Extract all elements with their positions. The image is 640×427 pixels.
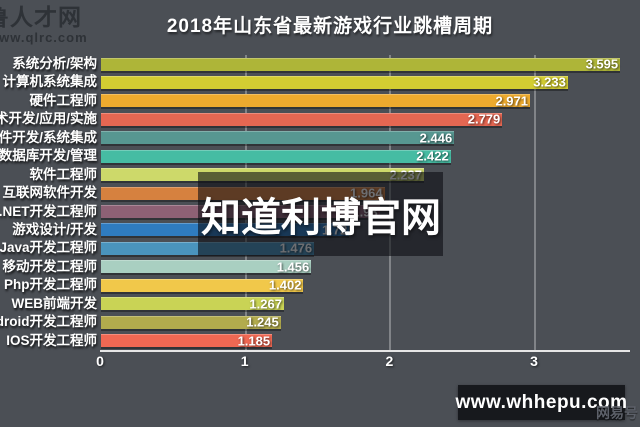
category-label: Java开发工程师 xyxy=(0,240,97,256)
bar: 3.233 xyxy=(101,74,568,90)
category-label: 计算机系统集成 xyxy=(2,74,98,90)
bar: 1.456 xyxy=(101,259,312,275)
bar-row: 3.595 xyxy=(101,56,622,72)
bar: 2.422 xyxy=(101,148,451,164)
footer-url: www.whhepu.com xyxy=(455,391,628,413)
bar-value: 1.402 xyxy=(268,277,302,293)
category-label: 游戏设计/开发 xyxy=(12,221,97,237)
bar-value: 2.779 xyxy=(467,111,501,127)
bar-row: 3.233 xyxy=(101,74,622,90)
chart-title: 2018年山东省最新游戏行业跳槽周期 xyxy=(166,16,494,37)
site-logo: 鲁人才网 www.qlrc.com xyxy=(0,4,88,45)
bar: 1.185 xyxy=(101,333,273,349)
bar: 3.595 xyxy=(101,56,621,72)
bar-row: 2.422 xyxy=(101,148,622,164)
bar-value: 3.595 xyxy=(585,56,619,72)
bar: 2.779 xyxy=(101,111,503,127)
category-label: ndroid开发工程师 xyxy=(0,314,97,330)
category-label: 数据库开发/管理 xyxy=(0,148,97,164)
bar-row: 1.456 xyxy=(101,259,622,275)
category-label: IOS开发工程师 xyxy=(6,332,97,348)
category-label: 移动开发工程师 xyxy=(2,258,98,274)
bar-value: 2.422 xyxy=(416,148,449,164)
category-label: 软件工程师 xyxy=(29,166,98,182)
bar-value: 2.971 xyxy=(495,93,529,109)
category-label: 互联网软件开发 xyxy=(2,185,98,201)
bar: 1.245 xyxy=(101,314,281,330)
corner-watermark: 网易号 xyxy=(596,405,638,421)
x-axis-line xyxy=(100,350,630,352)
bar: 1.402 xyxy=(101,277,304,293)
bar-value: 1.185 xyxy=(237,333,271,349)
bar-value: 1.456 xyxy=(276,259,310,275)
x-tick-label: 1 xyxy=(240,353,249,369)
bar-row: 2.971 xyxy=(101,93,622,109)
gridline xyxy=(534,55,537,350)
category-label: 系统分析/架构 xyxy=(12,56,97,71)
bar-row: 1.267 xyxy=(101,296,622,312)
category-label: .NET开发工程师 xyxy=(0,203,97,219)
watermark-box xyxy=(198,172,443,256)
x-tick-label: 3 xyxy=(530,353,538,369)
bar-value: 1.245 xyxy=(246,314,279,330)
bar-value: 2.446 xyxy=(419,130,453,146)
bar-value: 1.267 xyxy=(249,296,282,312)
category-label: 术开发/应用/实施 xyxy=(0,111,97,127)
watermark-text: 知道利博官网 xyxy=(201,196,441,240)
bar-row: 1.185 xyxy=(101,333,622,349)
bar: 2.971 xyxy=(101,93,531,109)
bar-row: 2.446 xyxy=(101,130,622,146)
bar: 2.446 xyxy=(101,130,455,146)
category-label: 件开发/系统集成 xyxy=(0,129,97,145)
bar-value: 3.233 xyxy=(533,74,566,90)
x-tick-label: 0 xyxy=(96,353,104,369)
category-label: 硬件工程师 xyxy=(29,92,98,108)
x-tick-label: 2 xyxy=(385,353,394,369)
bar-row: 1.245 xyxy=(101,314,622,330)
logo-url: www.qlrc.com xyxy=(0,30,88,45)
category-label: WEB前端开发 xyxy=(11,295,98,311)
footer-url-box: www.whhepu.com xyxy=(455,385,628,420)
category-label: Php开发工程师 xyxy=(4,277,97,293)
bar: 1.267 xyxy=(101,296,284,312)
category-labels: 系统分析/架构计算机系统集成硬件工程师术开发/应用/实施 件开发/系统集成 数据库开… xyxy=(0,55,97,350)
bar-row: 1.402 xyxy=(101,277,622,293)
bar-row: 2.779 xyxy=(101,111,622,127)
logo-text: 鲁人才网 xyxy=(0,4,82,30)
x-axis-ticks: 0 1 2 3 xyxy=(96,350,622,370)
